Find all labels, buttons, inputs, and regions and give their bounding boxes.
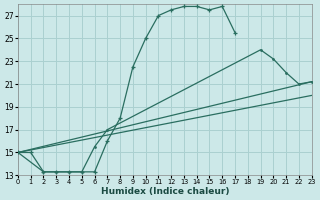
X-axis label: Humidex (Indice chaleur): Humidex (Indice chaleur) bbox=[100, 187, 229, 196]
